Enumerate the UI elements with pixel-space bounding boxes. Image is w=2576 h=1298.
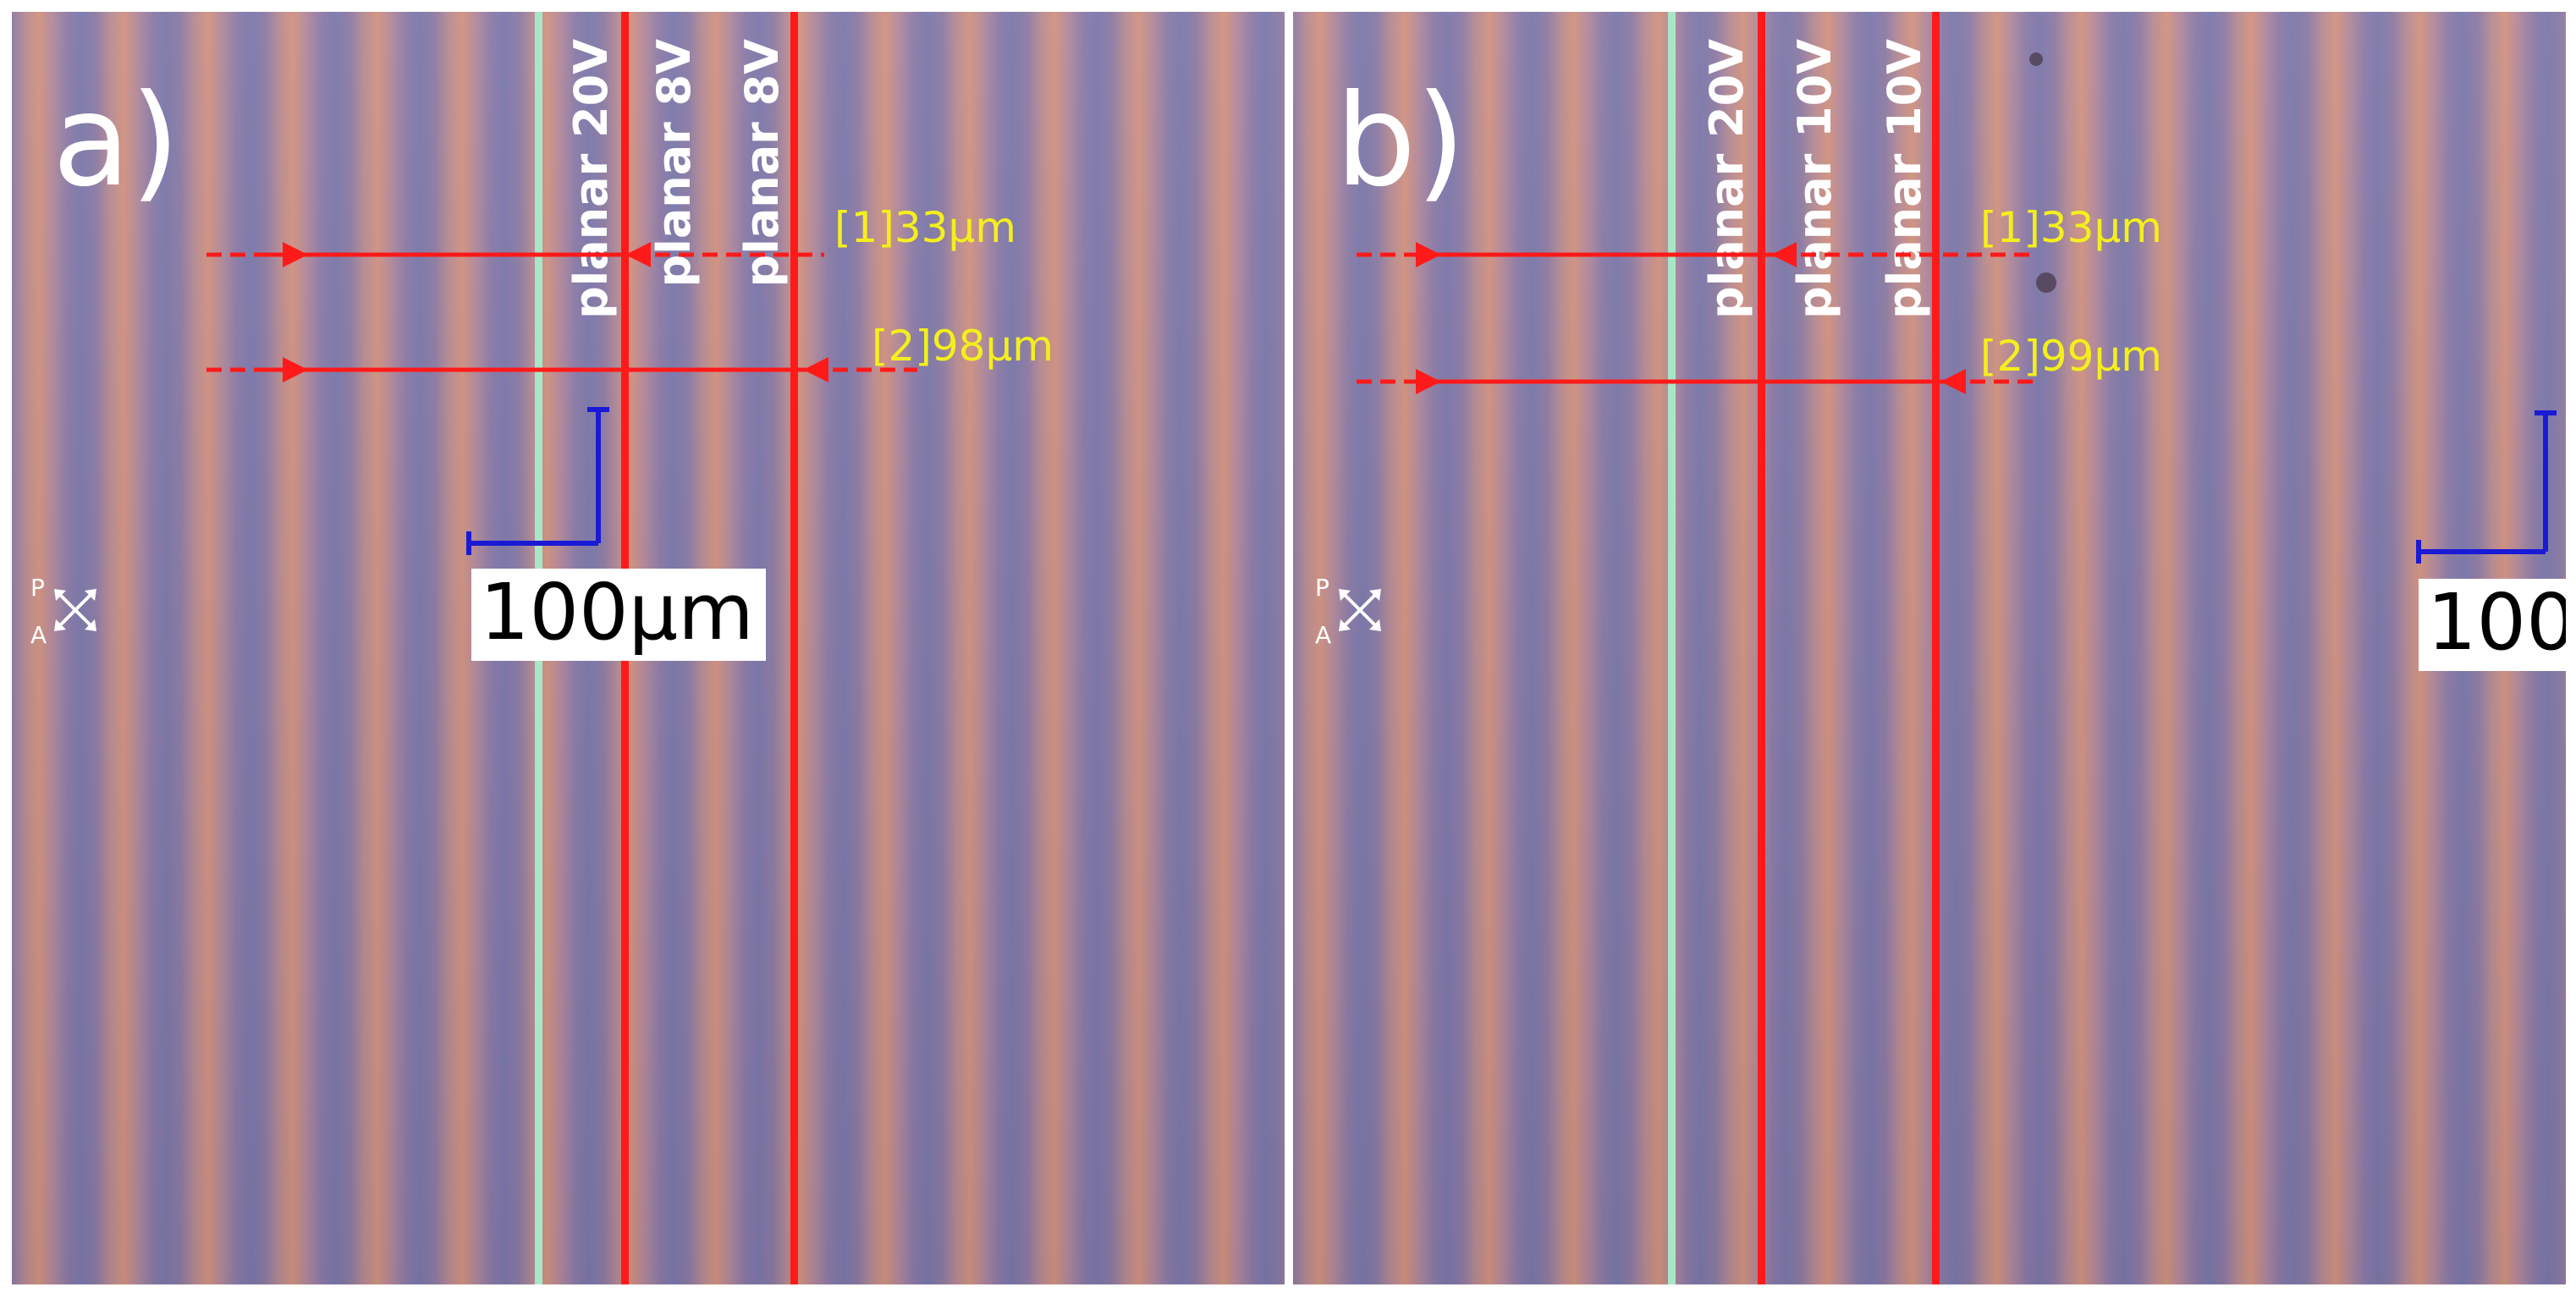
- measurement-label: [2]98μm: [872, 322, 1054, 371]
- scale-bar-label: 100μm: [2419, 579, 2566, 671]
- measurement-arrows: [206, 242, 917, 555]
- panel-label: a): [52, 68, 180, 215]
- scale-bar-label: 100μm: [471, 569, 766, 661]
- polarizer-label: P: [30, 574, 45, 602]
- measurement-label: [1]33μm: [1980, 203, 2162, 252]
- measure-line: [1758, 12, 1765, 1284]
- measurement-label: [2]99μm: [1980, 332, 2162, 381]
- scale-bar: [2416, 410, 2557, 564]
- polarizer-label: P: [1315, 574, 1329, 602]
- measurement-arrows: [1357, 52, 2557, 564]
- analyzer-label: A: [1315, 621, 1332, 649]
- crossed-polarizers-icon: P A: [30, 574, 105, 649]
- analyzer-label: A: [30, 621, 47, 649]
- micrograph-panel-b: b) planar 20V planar 10V planar 10V [1]3…: [1293, 12, 2566, 1284]
- measure-line: [790, 12, 798, 1284]
- reference-line: [1668, 12, 1676, 1284]
- micrograph-panel-a: a) planar 20V planar 8V planar 8V [1]33μ…: [12, 12, 1285, 1284]
- panel-label: b): [1335, 68, 1466, 215]
- scale-bar: [466, 407, 609, 555]
- measurement-label: [1]33μm: [834, 203, 1016, 252]
- crossed-polarizers-icon: P A: [1315, 574, 1390, 649]
- measure-line: [1932, 12, 1940, 1284]
